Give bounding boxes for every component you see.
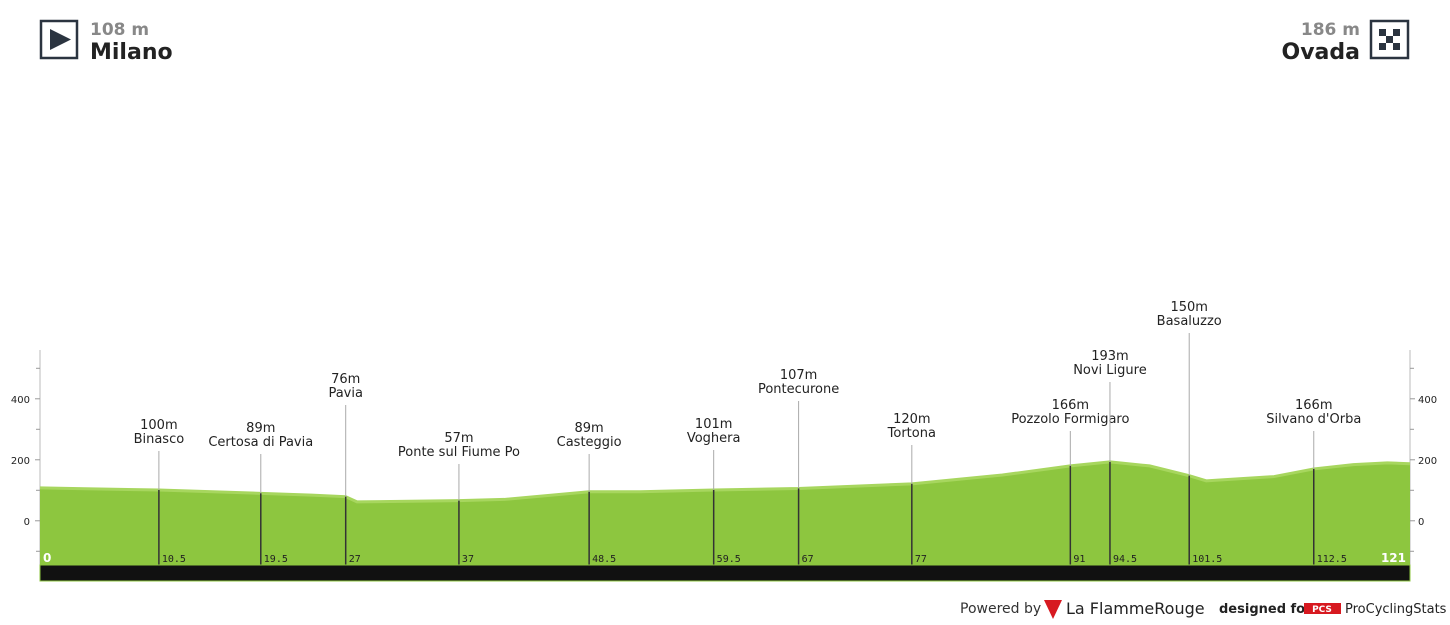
pcs-logo <box>1304 603 1341 614</box>
waypoint-name: Certosa di Pavia <box>208 435 313 450</box>
profile-area <box>40 461 1410 565</box>
km-label: 10.5 <box>162 554 186 565</box>
play-icon <box>50 29 71 50</box>
waypoint-elevation: 166m <box>1295 398 1332 413</box>
km-label: 77 <box>915 554 927 565</box>
finish-name: Ovada <box>1282 40 1360 65</box>
km-label: 37 <box>462 554 474 565</box>
km-start: 0 <box>43 551 51 565</box>
y-tick-label-right: 0 <box>1418 517 1424 528</box>
waypoint-elevation: 89m <box>575 421 604 436</box>
start-icon <box>39 19 79 60</box>
km-label: 27 <box>349 554 361 565</box>
waypoint-elevation: 166m <box>1052 398 1089 413</box>
designed: designed for <box>1219 602 1312 617</box>
waypoint-name: Voghera <box>687 431 741 446</box>
waypoint-elevation: 150m <box>1170 300 1207 315</box>
waypoint-name: Silvano d'Orba <box>1266 412 1361 427</box>
waypoint-elevation: 107m <box>780 368 817 383</box>
brand: La FlammeRouge <box>1066 599 1205 618</box>
waypoint-name: Pontecurone <box>758 382 839 397</box>
waypoint-elevation: 101m <box>695 417 732 432</box>
waypoint-name: Pozzolo Formigaro <box>1011 412 1129 427</box>
waypoint-name: Novi Ligure <box>1073 363 1147 378</box>
km-label: 59.5 <box>717 554 741 565</box>
km-label: 67 <box>802 554 814 565</box>
km-label: 112.5 <box>1317 554 1347 565</box>
waypoint-name: Casteggio <box>557 435 622 450</box>
y-tick-label-right: 400 <box>1418 395 1437 406</box>
start-elevation: 108 m <box>90 20 149 40</box>
waypoint-elevation: 76m <box>331 372 360 387</box>
waypoint-name: Tortona <box>887 426 936 441</box>
start-name: Milano <box>90 40 173 65</box>
pcs: PCS <box>1312 605 1332 615</box>
waypoint-elevation: 100m <box>140 418 177 433</box>
checker <box>1379 29 1400 50</box>
waypoint-name: Basaluzzo <box>1157 314 1222 329</box>
km-bar <box>39 564 1411 582</box>
waypoint-elevation: 57m <box>444 431 473 446</box>
y-tick-label: 200 <box>11 456 30 467</box>
flame-icon <box>1044 600 1062 619</box>
finish-icon <box>1369 19 1410 60</box>
finish-elevation: 186 m <box>1301 20 1360 40</box>
waypoint-elevation: 193m <box>1091 349 1128 364</box>
waypoint-name: Pavia <box>328 386 363 401</box>
y-tick-label: 400 <box>11 395 30 406</box>
waypoint-elevation: 120m <box>893 412 930 427</box>
km-label: 91 <box>1073 554 1085 565</box>
waypoint-elevation: 89m <box>246 421 275 436</box>
powered: Powered by <box>960 601 1041 617</box>
y-tick-label: 0 <box>24 517 30 528</box>
km-label: 48.5 <box>592 554 616 565</box>
km-label: 101.5 <box>1192 554 1222 565</box>
km-end: 121 <box>1381 551 1406 565</box>
waypoint-name: Ponte sul Fiume Po <box>398 445 520 460</box>
y-tick-label-right: 200 <box>1418 456 1437 467</box>
site: ProCyclingStats <box>1345 602 1447 617</box>
waypoint-name: Binasco <box>134 432 185 447</box>
km-label: 94.5 <box>1113 554 1137 565</box>
km-label: 19.5 <box>264 554 288 565</box>
